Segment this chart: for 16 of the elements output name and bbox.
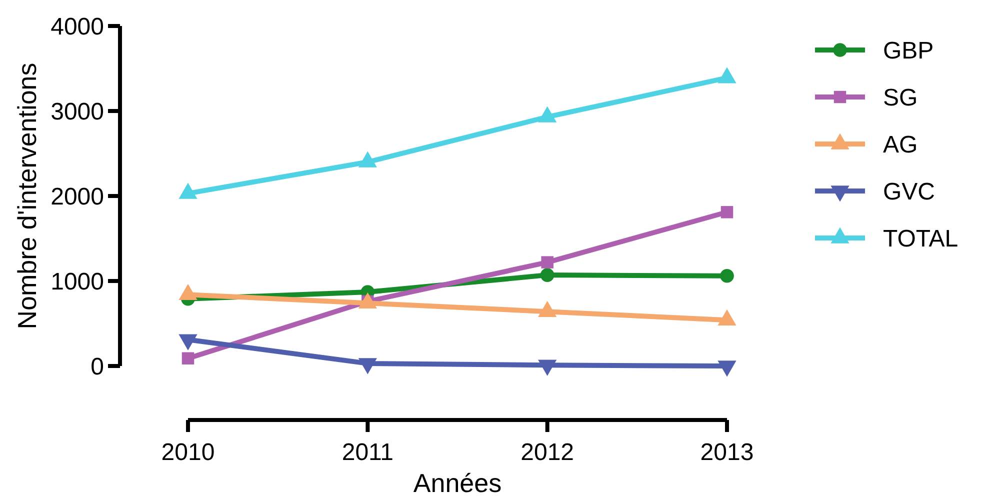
y-axis-title: Nombre d'interventions — [12, 62, 42, 330]
y-tick-label: 0 — [90, 353, 104, 380]
legend-label: GBP — [883, 37, 934, 64]
x-tick-label: 2010 — [161, 439, 215, 466]
y-tick-label: 3000 — [50, 98, 104, 126]
y-tick-label: 1000 — [50, 268, 104, 296]
x-axis-title: Années — [413, 468, 502, 498]
legend-label: AG — [883, 131, 918, 158]
y-tick-label: 2000 — [50, 183, 104, 210]
legend-label: TOTAL — [883, 225, 958, 252]
x-tick-label: 2012 — [520, 439, 574, 466]
x-tick-label: 2011 — [342, 439, 394, 466]
x-tick-label: 2013 — [700, 439, 754, 466]
legend-label: GVC — [883, 178, 936, 206]
legend-label: SG — [883, 84, 918, 112]
y-tick-label: 4000 — [50, 13, 104, 40]
